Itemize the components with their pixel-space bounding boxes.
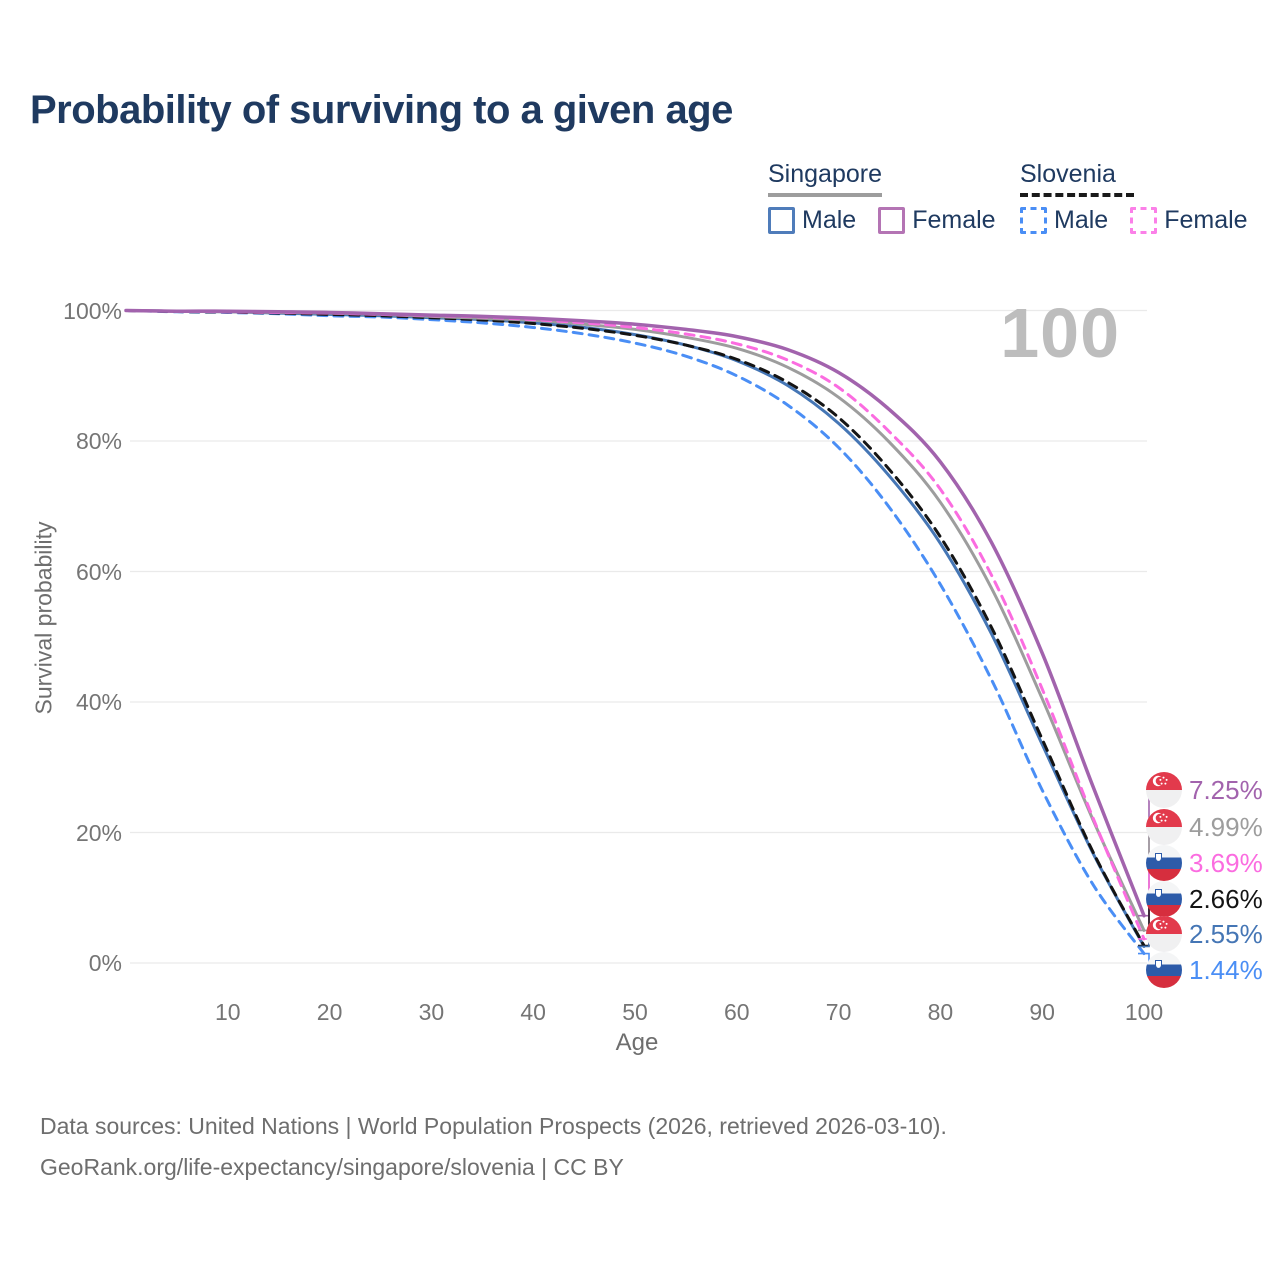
end-label-slovenia_male: 1.44% (1146, 952, 1263, 988)
legend-item-singapore-female[interactable]: Female (878, 206, 996, 235)
y-tick-label: 60% (75, 558, 122, 585)
legend-item-label: Female (1164, 206, 1248, 234)
legend-group-singapore: Singapore Male Female (768, 160, 996, 235)
curve-singapore_female (124, 308, 1146, 918)
end-label-singapore_female: 7.25% (1146, 772, 1263, 808)
singapore-flag-icon (1146, 809, 1182, 845)
legend-line-swatch-slovenia (1020, 193, 1134, 197)
y-axis-title: Survival probability (30, 521, 57, 715)
y-tick-label: 80% (75, 428, 122, 454)
end-label-value: 1.44% (1189, 954, 1263, 985)
singapore-flag-icon (1146, 772, 1182, 808)
x-tick-label: 70 (825, 999, 852, 1025)
x-tick-label: 30 (418, 999, 445, 1025)
x-tick-label: 40 (520, 999, 546, 1025)
legend-country-label[interactable]: Singapore (768, 160, 882, 188)
checkbox-icon[interactable] (768, 207, 795, 234)
legend-line-swatch-singapore (768, 193, 882, 197)
end-label-singapore_total: 4.99% (1146, 809, 1263, 845)
page-title: Probability of surviving to a given age (30, 88, 733, 132)
y-tick-label: 20% (75, 819, 122, 846)
end-label-slovenia_total: 2.66% (1146, 881, 1263, 917)
singapore-flag-icon (1146, 916, 1182, 952)
end-label-singapore_male: 2.55% (1146, 916, 1263, 952)
x-tick-label: 90 (1029, 999, 1055, 1025)
legend-country-label[interactable]: Slovenia (1020, 160, 1116, 188)
end-label-value: 3.69% (1189, 847, 1263, 878)
end-label-value: 2.55% (1189, 918, 1263, 949)
legend-item-singapore-male[interactable]: Male (768, 206, 856, 235)
y-tick-label: 100% (63, 297, 122, 324)
curve-singapore_total (124, 309, 1146, 932)
x-tick-label: 50 (622, 999, 648, 1025)
end-label-value: 7.25% (1189, 774, 1263, 805)
age-counter-watermark: 100 (1000, 294, 1120, 372)
legend-item-slovenia-female[interactable]: Female (1130, 206, 1248, 235)
end-label-slovenia_female: 3.69% (1146, 845, 1263, 881)
legend-item-label: Female (912, 206, 996, 234)
slovenia-flag-icon (1146, 952, 1182, 988)
survival-curves (124, 308, 1146, 956)
legend-group-slovenia: Slovenia Male Female (1020, 160, 1248, 235)
curve-slovenia_total (124, 309, 1146, 948)
y-tick-label: 0% (88, 950, 122, 976)
footer: Data sources: United Nations | World Pop… (40, 1106, 947, 1188)
footer-attribution-link: GeoRank.org/life-expectancy/singapore/sl… (40, 1154, 624, 1180)
x-tick-label: 60 (724, 999, 750, 1025)
x-tick-label: 10 (215, 999, 241, 1025)
checkbox-icon[interactable] (878, 207, 906, 234)
y-tick-label: 40% (75, 689, 122, 715)
legend-item-slovenia-male[interactable]: Male (1020, 206, 1108, 235)
legend-item-label: Male (1054, 206, 1109, 234)
footer-data-sources: Data sources: United Nations | World Pop… (40, 1113, 947, 1139)
checkbox-icon[interactable] (1020, 207, 1047, 234)
x-axis-title: Age (615, 1029, 659, 1056)
x-tick-label: 20 (316, 999, 343, 1025)
legend-item-label: Male (802, 206, 857, 234)
end-label-value: 2.66% (1189, 883, 1263, 914)
x-tick-label: 80 (927, 999, 954, 1025)
checkbox-icon[interactable] (1130, 207, 1158, 234)
x-tick-label: 100 (1124, 999, 1164, 1025)
end-label-value: 4.99% (1189, 811, 1263, 842)
slovenia-flag-icon (1146, 881, 1182, 917)
slovenia-flag-icon (1146, 845, 1182, 881)
